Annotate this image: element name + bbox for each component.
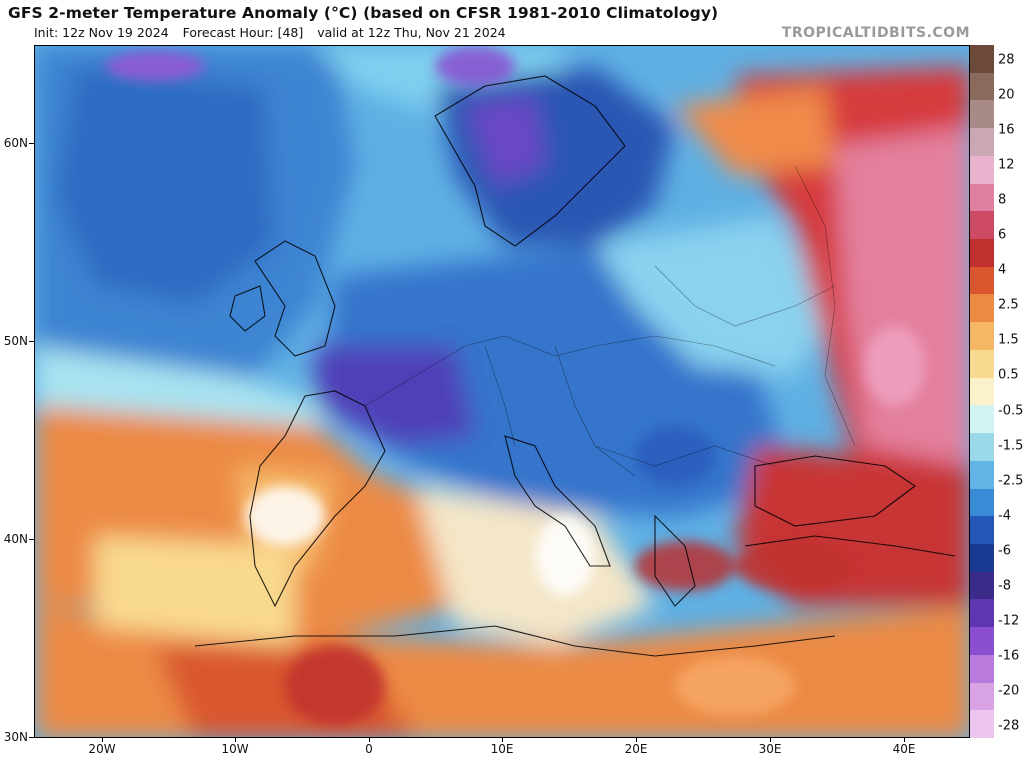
lat-label-40n: 40N — [3, 532, 28, 546]
colorbar-label: 28 — [998, 52, 1015, 68]
colorbar-label: 20 — [998, 87, 1015, 103]
anomaly-map — [34, 45, 970, 738]
colorbar-label: -20 — [998, 683, 1020, 699]
colorbar-swatch — [970, 266, 994, 295]
colorbar-label: -4 — [998, 508, 1011, 524]
colorbar-label: 8 — [998, 192, 1007, 208]
colorbar-label: -2.5 — [998, 473, 1024, 489]
colorbar-legend: 28 20 16 12 8 6 4 2.5 1.5 0.5 -0.5 -1.5 -2.5 -4 -6 -8 -1… — [970, 45, 1024, 739]
colorbar-swatch — [970, 349, 994, 379]
lon-tick-mark — [770, 738, 771, 742]
lon-tick-mark — [502, 738, 503, 742]
colorbar-label: 1.5 — [998, 332, 1019, 348]
colorbar-swatch — [970, 155, 994, 185]
colorbar-label: 16 — [998, 122, 1015, 138]
lon-label-0: 0 — [365, 742, 373, 756]
colorbar-swatch — [970, 433, 994, 462]
colorbar-label: -16 — [998, 648, 1020, 664]
lon-label-20e: 20E — [624, 742, 648, 756]
colorbar-swatch — [970, 239, 994, 268]
lon-tick-mark — [904, 738, 905, 742]
colorbar-swatch — [970, 654, 994, 684]
colorbar-swatch — [970, 100, 994, 129]
lat-tick-mark — [29, 737, 34, 738]
valid-time: valid at 12z Thu, Nov 21 2024 — [317, 25, 506, 40]
lat-tick-mark — [29, 143, 34, 144]
colorbar-label: -12 — [998, 613, 1020, 629]
init-time: Init: 12z Nov 19 2024 — [34, 25, 169, 40]
colorbar-swatch — [970, 72, 994, 101]
colorbar-swatch — [970, 599, 994, 628]
colorbar-swatch — [970, 460, 994, 490]
colorbar-swatch — [970, 405, 994, 434]
colorbar-label: -1.5 — [998, 438, 1024, 454]
lon-tick-mark — [102, 738, 103, 742]
brand-watermark: TROPICALTIDBITS.COM — [781, 25, 970, 41]
map-subtitle: Init: 12z Nov 19 2024 Forecast Hour: [48… — [34, 25, 516, 40]
colorbar-label: -8 — [998, 578, 1011, 594]
lat-label-50n: 50N — [3, 334, 28, 348]
colorbar-swatch — [970, 211, 994, 240]
colorbar-label: 12 — [998, 157, 1015, 173]
colorbar-swatch — [970, 45, 994, 74]
colorbar-swatch — [970, 710, 994, 739]
colorbar-label: 2.5 — [998, 297, 1019, 313]
lat-tick-mark — [29, 341, 34, 342]
colorbar-swatch — [970, 322, 994, 351]
colorbar-swatch — [970, 543, 994, 573]
colorbar-swatch — [970, 682, 994, 711]
lat-label-60n: 60N — [3, 136, 28, 150]
colorbar-swatch — [970, 294, 994, 323]
colorbar-swatch — [970, 627, 994, 656]
colorbar-swatch — [970, 128, 994, 157]
lon-label-10e: 10E — [490, 742, 514, 756]
colorbar-label: 0.5 — [998, 367, 1019, 383]
colorbar-swatch — [970, 571, 994, 600]
colorbar-label: -0.5 — [998, 403, 1024, 419]
colorbar-label: 6 — [998, 227, 1007, 243]
lon-label-30e: 30E — [758, 742, 782, 756]
lon-label-40e: 40E — [892, 742, 916, 756]
lon-tick-mark — [369, 738, 370, 742]
lat-label-30n: 30N — [3, 730, 28, 744]
lat-tick-mark — [29, 539, 34, 540]
lon-label-10w: 10W — [221, 742, 249, 756]
colorbar-label: -6 — [998, 543, 1011, 559]
lon-label-20w: 20W — [88, 742, 116, 756]
colorbar-swatch — [970, 516, 994, 545]
colorbar-label: -28 — [998, 718, 1020, 734]
colorbar-label: 4 — [998, 262, 1007, 278]
colorbar-swatch — [970, 377, 994, 406]
map-title: GFS 2-meter Temperature Anomaly (°C) (ba… — [8, 4, 719, 22]
lon-tick-mark — [235, 738, 236, 742]
colorbar-swatch — [970, 183, 994, 212]
colorbar-swatch — [970, 488, 994, 517]
forecast-hour: Forecast Hour: [48] — [182, 25, 304, 40]
lon-tick-mark — [636, 738, 637, 742]
